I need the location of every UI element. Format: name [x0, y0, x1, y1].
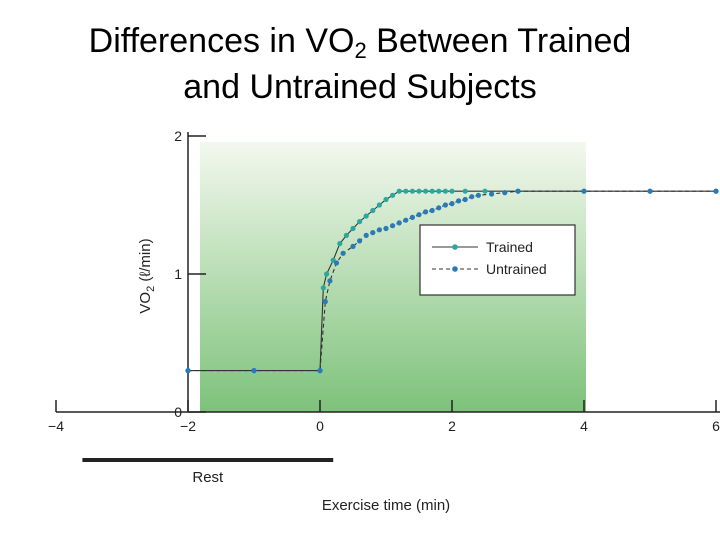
data-point	[350, 225, 356, 232]
legend-box	[419, 224, 576, 296]
y-tick-label: 0	[174, 404, 182, 420]
data-point	[390, 223, 396, 229]
data-point	[429, 207, 435, 214]
data-point	[376, 202, 382, 208]
data-point	[449, 188, 455, 194]
data-point	[423, 209, 429, 215]
data-point	[343, 232, 349, 238]
data-point	[363, 232, 369, 238]
data-point	[350, 243, 356, 249]
data-point	[489, 191, 495, 197]
data-point	[320, 285, 326, 291]
series-untrained	[185, 188, 719, 374]
data-point	[363, 213, 369, 219]
data-point	[337, 241, 343, 247]
data-point	[403, 188, 409, 194]
data-point	[357, 219, 363, 225]
data-point	[403, 217, 409, 223]
series-trained	[185, 188, 719, 374]
data-point	[370, 207, 376, 214]
y-tick-label: 2	[174, 128, 182, 144]
data-point	[442, 188, 448, 194]
x-tick-label: 6	[712, 418, 720, 434]
data-point	[327, 278, 333, 284]
rest-label: Rest	[192, 469, 224, 486]
data-point	[370, 230, 376, 236]
data-point	[423, 188, 429, 194]
data-point	[396, 188, 402, 194]
data-point	[340, 250, 346, 256]
data-point	[482, 188, 488, 194]
legend-marker	[452, 266, 458, 272]
data-point	[251, 368, 257, 374]
data-point	[317, 368, 323, 374]
title-subscript: 2	[354, 38, 367, 63]
data-point	[324, 271, 330, 277]
y-axis-label: VO2 (ℓ/min)	[137, 238, 157, 313]
data-point	[469, 194, 475, 200]
data-point	[475, 192, 481, 198]
series-layer	[185, 188, 719, 374]
title-line-2: and Untrained Subjects	[183, 68, 537, 106]
data-point	[713, 188, 719, 194]
data-point	[396, 220, 402, 226]
x-tick-label: −2	[180, 418, 196, 434]
data-point	[515, 188, 521, 194]
data-point	[456, 198, 462, 204]
data-point	[429, 188, 435, 194]
legend: Trained Untrained	[419, 224, 576, 296]
data-point	[185, 368, 191, 374]
data-point	[357, 238, 363, 244]
axes: 012−4−202468	[48, 128, 720, 434]
data-point	[409, 188, 415, 194]
title-text: Differences in VO	[88, 22, 355, 60]
legend-label: Trained	[486, 239, 533, 255]
y-tick-label: 1	[174, 266, 182, 282]
data-point	[333, 260, 340, 266]
data-point	[436, 188, 442, 194]
legend-label: Untrained	[486, 261, 547, 277]
axis-labels: Exercise time (min) VO2 (ℓ/min) Rest	[82, 238, 450, 514]
data-point	[416, 188, 422, 194]
data-point	[442, 202, 448, 208]
x-tick-label: 0	[316, 418, 324, 434]
data-point	[409, 214, 415, 220]
data-point	[436, 205, 442, 211]
data-point	[383, 196, 389, 203]
data-point	[390, 192, 396, 198]
data-point	[462, 196, 468, 203]
data-point	[322, 299, 328, 305]
legend-marker	[452, 244, 458, 250]
x-tick-label: 4	[580, 418, 588, 434]
x-tick-label: 2	[448, 418, 456, 434]
data-point	[383, 225, 389, 232]
data-point	[416, 212, 422, 218]
data-point	[449, 201, 455, 207]
data-point	[647, 188, 653, 194]
slide-title: Differences in VO2 Between Trained and U…	[0, 18, 720, 110]
data-point	[376, 227, 382, 233]
data-point	[462, 188, 468, 194]
x-tick-label: −4	[48, 418, 64, 434]
data-point	[581, 188, 587, 194]
x-axis-label: Exercise time (min)	[322, 497, 450, 514]
title-text: Between Trained	[366, 22, 632, 60]
data-point	[502, 190, 508, 196]
title-line-1: Differences in VO2 Between Trained	[0, 18, 720, 64]
